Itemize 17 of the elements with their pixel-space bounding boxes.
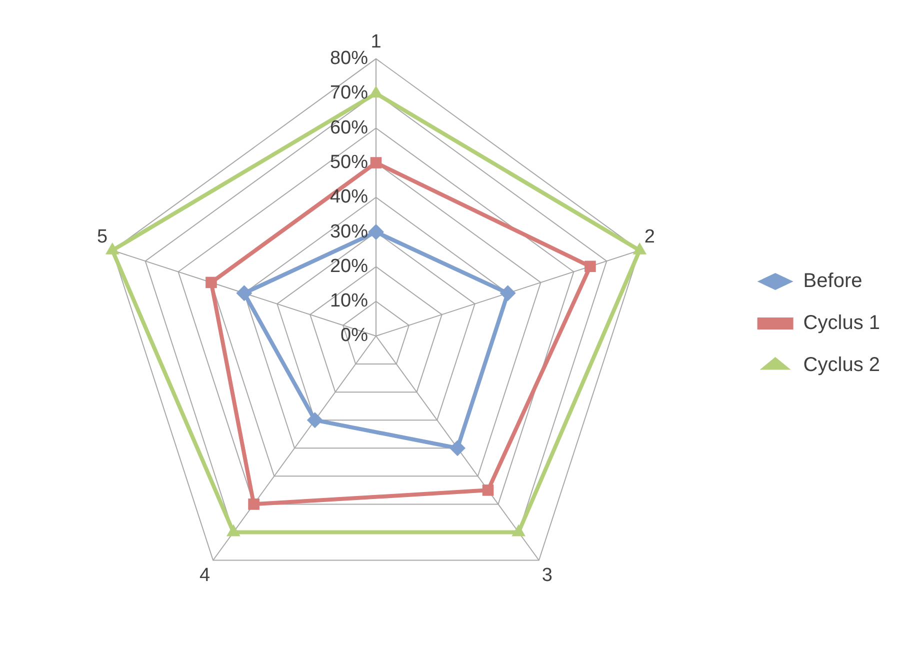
spoke-label: 1	[370, 32, 382, 53]
spoke-label: 5	[97, 226, 108, 248]
y-tick-label: 70%	[330, 82, 368, 104]
legend-label: Before	[803, 270, 862, 292]
legend-label: Cyclus 2	[803, 354, 880, 376]
y-tick-label: 10%	[330, 290, 368, 312]
spoke-label: 2	[644, 226, 655, 248]
y-tick-label: 20%	[330, 256, 368, 277]
legend-label: Cyclus 1	[803, 312, 880, 334]
spoke-label: 3	[542, 564, 552, 586]
y-tick-label: 80%	[330, 48, 368, 70]
y-tick-label: 50%	[330, 152, 368, 173]
y-tick-label: 40%	[330, 186, 368, 208]
y-tick-label: 30%	[330, 221, 368, 242]
y-tick-label: 60%	[330, 117, 368, 138]
spoke-label: 4	[200, 564, 211, 586]
y-tick-label: 0%	[340, 325, 368, 346]
